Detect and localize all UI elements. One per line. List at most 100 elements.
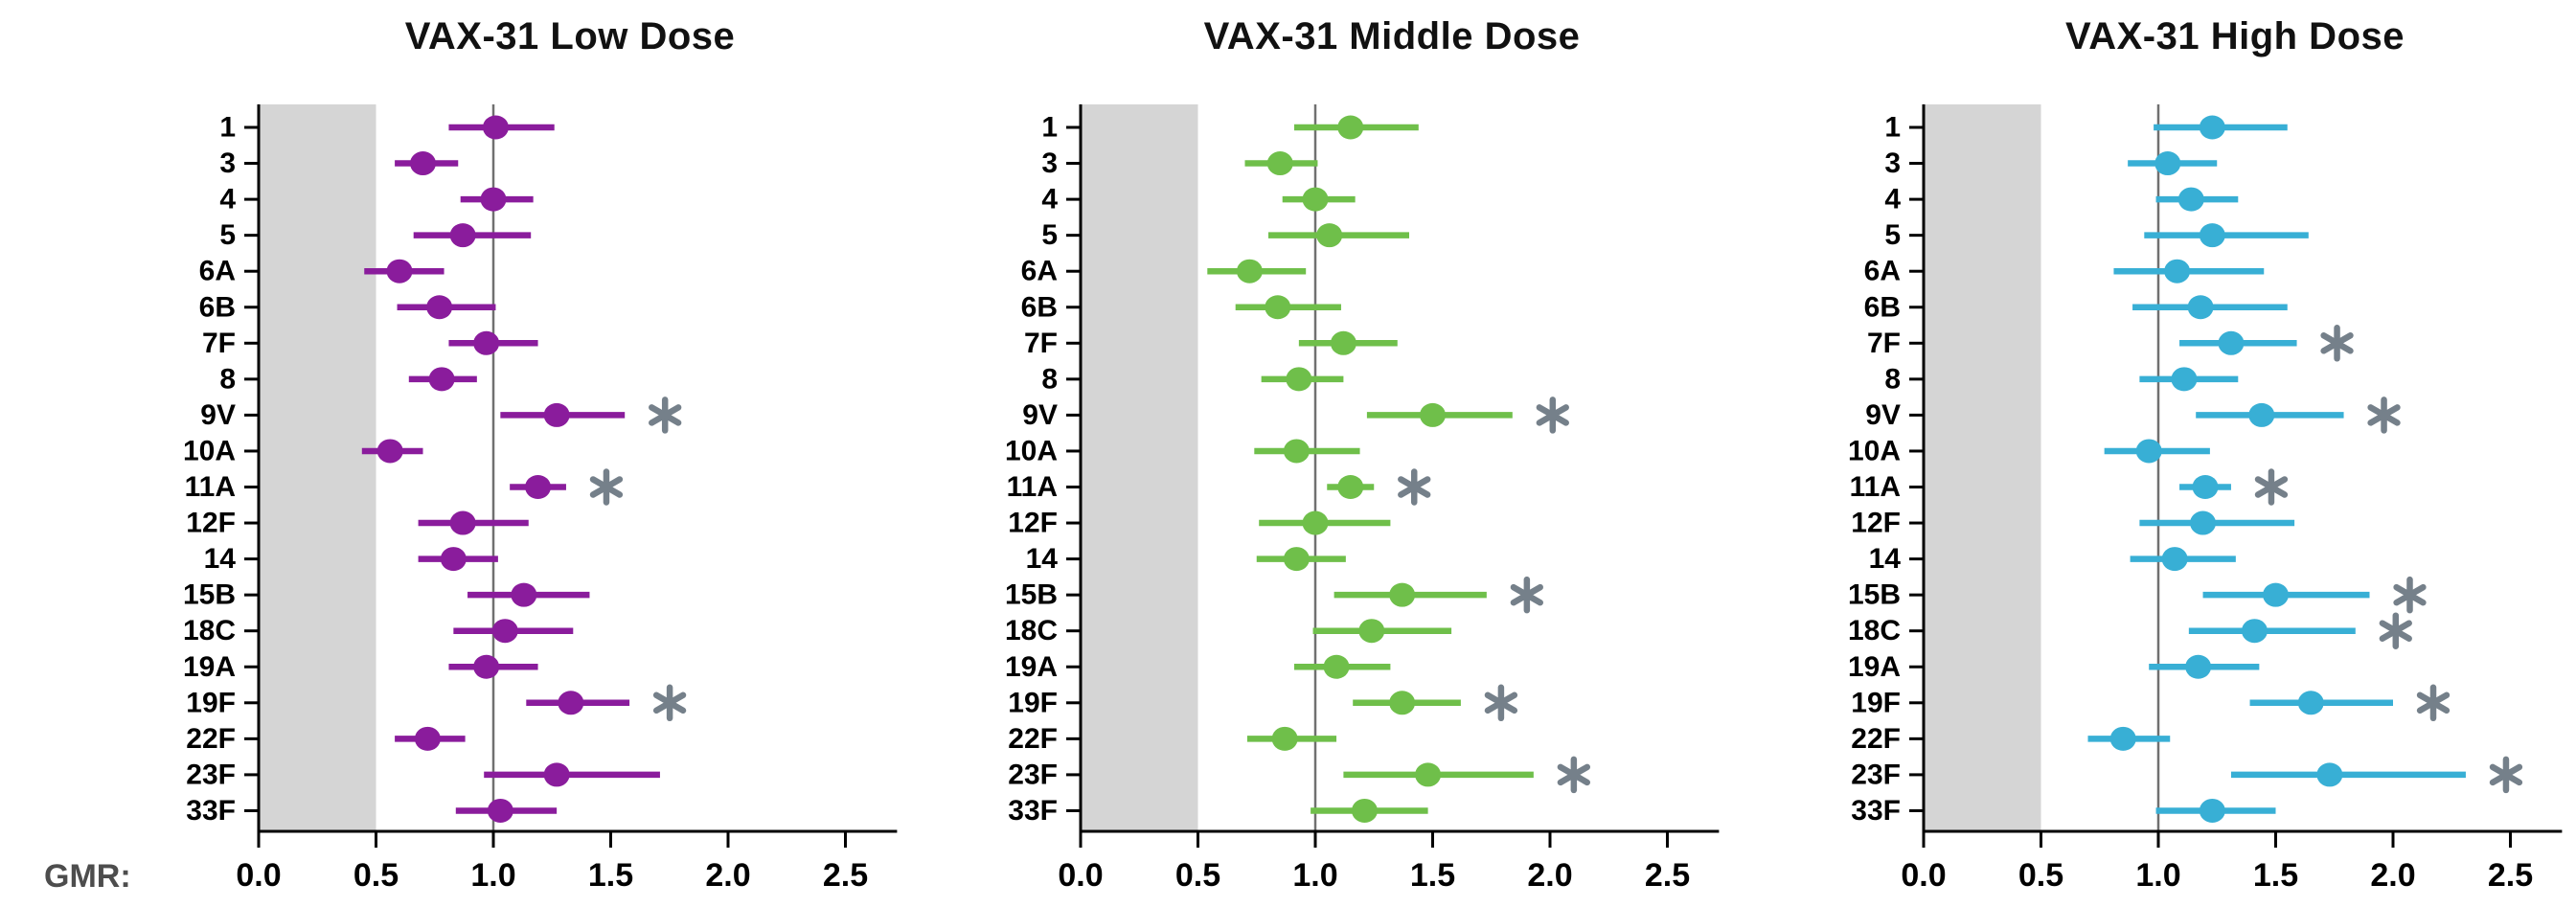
panel-title-low-dose: VAX-31 Low Dose [404, 15, 736, 57]
gmr-dot [2297, 691, 2324, 715]
gmr-dot [480, 187, 507, 212]
serotype-label: 12F [186, 508, 236, 539]
serotype-label: 1 [219, 112, 236, 144]
significance-asterisk [1510, 576, 1543, 614]
shaded-region [1081, 104, 1198, 831]
panel-vax-31-high-dose: 0.0 0.5 1.0 1.5 2.0 2.5 13 4 5 6A 6B 7F 8 9V 10A 11A 12F… [1848, 104, 2563, 894]
significance-asterisk [2367, 397, 2401, 434]
significance-asterisk [1536, 397, 1569, 434]
gmr-axis-label: GMR: [44, 858, 131, 895]
gmr-dot [2241, 619, 2268, 644]
x-axis-tick-label: 2.5 [2488, 857, 2533, 894]
gmr-dot [1283, 547, 1310, 572]
serotype-label: 8 [1041, 363, 1058, 395]
significance-asterisk [2379, 612, 2412, 649]
serotype-label: 9V [1022, 399, 1058, 431]
gmr-dot [2263, 582, 2289, 607]
x-axis-tick-label: 2.0 [1527, 857, 1572, 894]
shaded-region [259, 104, 376, 831]
gmr-dot [2177, 187, 2204, 212]
serotype-label: 1 [1884, 112, 1901, 144]
gmr-dot [2185, 654, 2212, 679]
serotype-label: 6B [1864, 291, 1901, 323]
gmr-dot [1265, 295, 1291, 320]
serotype-label: 4 [219, 184, 236, 215]
gmr-dot [558, 691, 584, 715]
significance-asterisk [2416, 684, 2451, 722]
serotype-label: 7F [1024, 328, 1058, 359]
serotype-label: 19F [1851, 687, 1901, 718]
gmr-dot [487, 798, 513, 823]
gmr-dot [1286, 367, 1312, 392]
serotype-label: 4 [1884, 184, 1901, 215]
serotype-label: 14 [204, 543, 237, 575]
serotype-label: 22F [1008, 723, 1058, 755]
gmr-dot [449, 223, 476, 248]
serotype-label: 15B [183, 579, 236, 611]
gmr-dot [525, 475, 552, 499]
gmr-dot [2135, 439, 2162, 464]
serotype-label: 3 [219, 147, 236, 179]
gmr-dot [1420, 402, 1446, 427]
serotype-label: 9V [1865, 399, 1901, 431]
gmr-dot [1389, 691, 1416, 715]
gmr-dot [2190, 510, 2217, 535]
serotype-label: 19F [1008, 687, 1058, 718]
x-axis-tick-label: 1.0 [470, 857, 515, 894]
gmr-dot [1316, 223, 1343, 248]
gmr-dot [1415, 762, 1442, 787]
significance-asterisk [652, 684, 687, 722]
gmr-dot [491, 619, 518, 644]
x-axis-tick-label: 0.5 [2018, 857, 2063, 894]
serotype-label: 23F [1008, 759, 1058, 790]
serotype-label: 33F [1851, 795, 1901, 827]
gmr-dot [449, 510, 476, 535]
x-axis-tick-label: 0.5 [353, 857, 399, 894]
gmr-dot [1283, 439, 1310, 464]
gmr-dot [1337, 475, 1364, 499]
gmr-dot [473, 330, 500, 355]
gmr-dot [1302, 187, 1329, 212]
serotype-label: 11A [1850, 471, 1901, 503]
serotype-label: 15B [1848, 579, 1901, 611]
panel-title-high-dose: VAX-31 High Dose [2065, 15, 2405, 57]
serotype-label: 19F [186, 687, 236, 718]
gmr-dot [1358, 619, 1385, 644]
serotype-label: 6A [1021, 256, 1058, 287]
x-axis-tick-label: 1.5 [1410, 857, 1455, 894]
serotype-label: 22F [1851, 723, 1901, 755]
serotype-label: 18C [1005, 615, 1058, 646]
serotype-label: 6B [199, 291, 236, 323]
x-axis-tick-label: 1.5 [588, 857, 633, 894]
significance-asterisk [1484, 684, 1518, 722]
gmr-dot [2109, 726, 2136, 751]
gmr-dot [376, 439, 403, 464]
gmr-dot [2316, 762, 2343, 787]
significance-asterisk [589, 468, 624, 506]
significance-asterisk [1398, 468, 1431, 506]
serotype-label: 14 [1869, 543, 1902, 575]
serotype-label: 11A [185, 471, 236, 503]
gmr-dot [511, 582, 537, 607]
gmr-dot [414, 726, 441, 751]
serotype-label: 9V [200, 399, 236, 431]
gmr-dot [440, 547, 467, 572]
serotype-label: 10A [183, 435, 236, 466]
serotype-label: 6B [1021, 291, 1058, 323]
x-axis-tick-label: 2.5 [1645, 857, 1690, 894]
serotype-label: 3 [1884, 147, 1901, 179]
serotype-label: 10A [1005, 435, 1058, 466]
serotype-label: 7F [202, 328, 236, 359]
gmr-dot [543, 402, 570, 427]
serotype-label: 15B [1005, 579, 1058, 611]
serotype-label: 14 [1026, 543, 1059, 575]
serotype-label: 5 [219, 219, 236, 251]
x-axis-tick-label: 1.0 [2135, 857, 2180, 894]
x-axis-tick-label: 0.0 [1058, 857, 1103, 894]
gmr-dot [2199, 223, 2225, 248]
gmr-dot [1337, 115, 1364, 140]
serotype-label: 33F [1008, 795, 1058, 827]
panel-title-middle-dose: VAX-31 Middle Dose [1203, 15, 1581, 57]
gmr-dot [2154, 151, 2181, 176]
gmr-dot [428, 367, 455, 392]
